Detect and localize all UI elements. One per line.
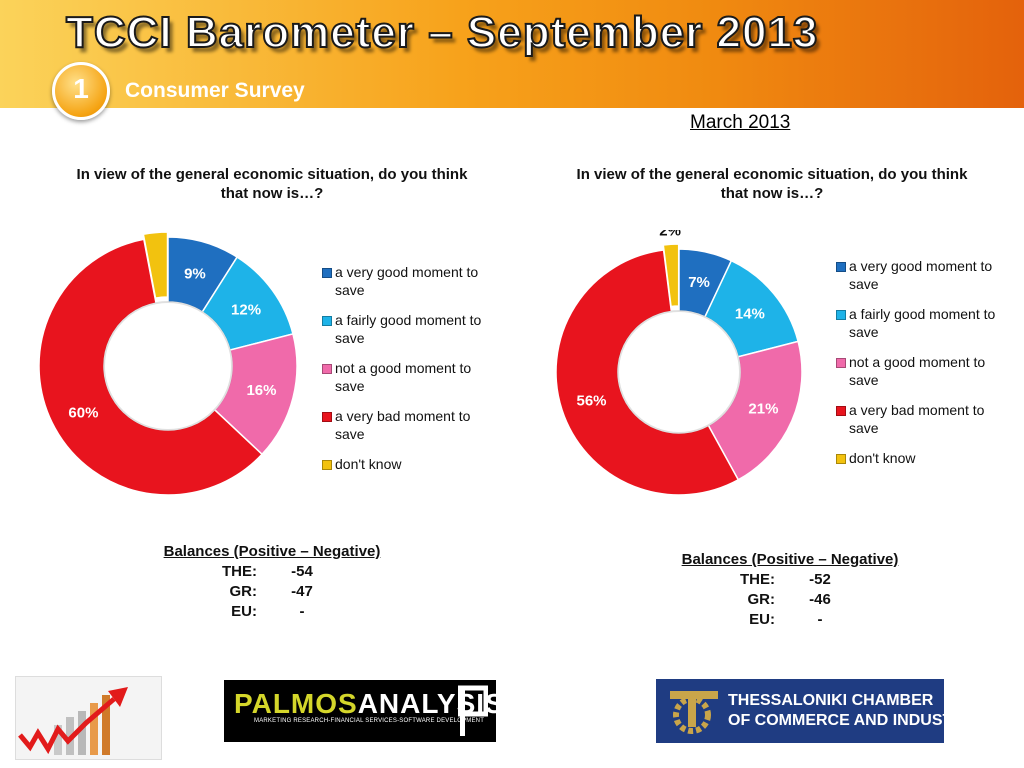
donut-inner-ring	[617, 310, 741, 434]
data-label: 2%	[659, 230, 681, 239]
donut-inner-ring	[103, 301, 233, 431]
chart-title-left: In view of the general economic situatio…	[76, 166, 468, 202]
legend-right: a very good moment to save a fairly good …	[836, 257, 1006, 479]
legend-swatch	[322, 460, 332, 470]
balance-label: GR:	[747, 591, 776, 608]
header-banner: TCCI Barometer – September 2013 1 Consum…	[0, 0, 1024, 120]
data-label: 56%	[576, 392, 606, 409]
palmos-analysis-logo: PALMOSANALYSIS MARKETING RESEARCH-FINANC…	[224, 680, 504, 742]
palmos-name-a: PALMOS	[234, 688, 358, 719]
legend-swatch	[836, 262, 846, 272]
legend-label: a very good moment to save	[335, 264, 479, 298]
legend-item: not a good moment to save	[836, 353, 1006, 389]
legend-label: a very good moment to save	[849, 258, 993, 292]
balance-label: EU:	[749, 611, 775, 628]
data-label: 16%	[246, 382, 276, 399]
donut-slice	[662, 243, 680, 308]
legend-label: a very bad moment to save	[335, 408, 471, 442]
palmos-tagline: MARKETING RESEARCH-FINANCIAL SERVICES-SO…	[254, 718, 485, 724]
legend-item: don't know	[836, 449, 1006, 467]
balance-value: -47	[291, 583, 313, 600]
tcci-line2: OF COMMERCE AND INDUSTRY	[728, 712, 974, 729]
legend-left: a very good moment to save a fairly good …	[322, 263, 502, 485]
balance-label: THE:	[222, 563, 257, 580]
balance-row: THE: -54	[142, 562, 402, 582]
tcci-line1: THESSALONIKI CHAMBER	[728, 692, 934, 709]
balance-value: -46	[809, 591, 831, 608]
palmos-logo-text: PALMOSANALYSIS	[234, 688, 505, 720]
legend-item: don't know	[322, 455, 502, 473]
donut-slice	[142, 231, 169, 300]
data-label: 12%	[231, 301, 261, 318]
legend-item: a very bad moment to save	[836, 401, 1006, 437]
legend-item: a very bad moment to save	[322, 407, 502, 443]
legend-label: a fairly good moment to save	[849, 306, 996, 340]
balance-label: EU:	[231, 603, 257, 620]
balances-left: Balances (Positive – Negative) THE: -54 …	[142, 543, 402, 622]
donut-chart-right: 7% 14% 21% 56% 2%	[555, 230, 803, 496]
section-subtitle: Consumer Survey	[125, 79, 305, 102]
gear-icon	[670, 691, 718, 734]
legend-swatch	[322, 316, 332, 326]
growth-arrow-icon	[18, 687, 128, 755]
legend-label: don't know	[849, 450, 916, 466]
legend-swatch	[836, 406, 846, 416]
legend-label: not a good moment to save	[335, 360, 472, 394]
section-number-badge: 1	[52, 62, 110, 120]
data-label: 3%	[143, 225, 165, 228]
balance-row: GR: -47	[142, 582, 402, 602]
palmos-p-mark-icon	[458, 685, 488, 736]
balance-label: THE:	[740, 571, 775, 588]
legend-swatch	[836, 454, 846, 464]
legend-label: not a good moment to save	[849, 354, 986, 388]
balance-label: GR:	[229, 583, 258, 600]
balances-right: Balances (Positive – Negative) THE: -52 …	[660, 551, 920, 630]
donut-chart-left: 9% 12% 16% 60% 3%	[38, 225, 298, 496]
donut-slice	[38, 238, 264, 496]
legend-item: a fairly good moment to save	[322, 311, 502, 347]
data-label: 60%	[68, 404, 98, 421]
legend-label: a fairly good moment to save	[335, 312, 482, 346]
legend-item: not a good moment to save	[322, 359, 502, 395]
balance-value: -	[817, 611, 823, 628]
balance-row: GR: -46	[660, 590, 920, 610]
legend-item: a very good moment to save	[836, 257, 1006, 293]
chart-title-right: In view of the general economic situatio…	[576, 166, 968, 202]
balance-row: EU: -	[142, 602, 402, 622]
page-title: TCCI Barometer – September 2013	[65, 7, 819, 58]
tcci-name: THESSALONIKI CHAMBER OF COMMERCE AND IND…	[728, 691, 974, 731]
donut-slice	[707, 340, 803, 481]
data-label: 21%	[748, 401, 778, 418]
balance-value: -54	[291, 563, 313, 580]
balance-value: -52	[809, 571, 831, 588]
balance-row: THE: -52	[660, 570, 920, 590]
balances-heading: Balances (Positive – Negative)	[163, 543, 381, 560]
legend-label: don't know	[335, 456, 402, 472]
balance-row: EU: -	[660, 610, 920, 630]
tcci-logo: THESSALONIKI CHAMBER OF COMMERCE AND IND…	[656, 679, 974, 743]
data-label: 7%	[688, 274, 710, 291]
donut-slice	[555, 249, 740, 496]
legend-swatch	[322, 412, 332, 422]
legend-swatch	[836, 310, 846, 320]
legend-label: a very bad moment to save	[849, 402, 985, 436]
legend-item: a very good moment to save	[322, 263, 502, 299]
legend-item: a fairly good moment to save	[836, 305, 1006, 341]
legend-swatch	[836, 358, 846, 368]
data-label: 14%	[735, 305, 765, 322]
legend-swatch	[322, 268, 332, 278]
growth-chart-logo	[15, 676, 162, 760]
data-label: 9%	[184, 265, 206, 282]
period-label: March 2013	[690, 112, 791, 133]
balance-value: -	[299, 603, 305, 620]
balances-heading: Balances (Positive – Negative)	[681, 551, 899, 568]
legend-swatch	[322, 364, 332, 374]
